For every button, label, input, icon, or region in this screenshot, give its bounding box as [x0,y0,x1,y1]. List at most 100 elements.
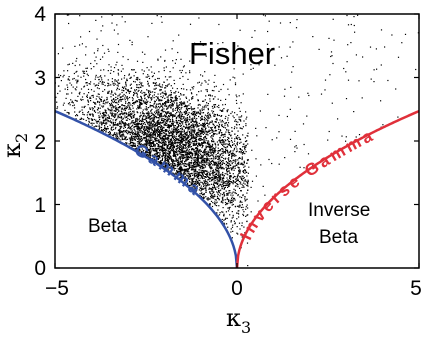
scatter-point [146,154,148,156]
scatter-point [227,152,229,154]
scatter-point [203,163,205,165]
scatter-point [110,102,113,104]
scatter-point [243,161,245,163]
scatter-point [149,146,151,148]
scatter-point [161,122,163,124]
scatter-point [232,152,234,154]
scatter-point [192,163,195,165]
scatter-point [110,129,112,131]
scatter-point [189,176,191,178]
scatter-point [86,73,88,75]
scatter-point [212,135,214,137]
scatter-point [57,53,59,55]
scatter-point [178,160,180,163]
scatter-point [142,100,144,102]
scatter-point [156,117,158,119]
scatter-point [147,80,149,82]
scatter-point [185,153,187,155]
scatter-point [199,157,202,159]
scatter-point [98,101,100,103]
scatter-point [90,100,92,102]
scatter-point [159,102,161,105]
scatter-point [88,121,90,123]
scatter-point [192,117,194,119]
scatter-point [72,86,74,88]
scatter-point [179,166,181,168]
scatter-point [140,95,142,97]
scatter-point [124,117,126,119]
scatter-point [172,119,174,121]
scatter-point [148,93,150,95]
scatter-point [137,86,139,89]
scatter-point [171,168,173,170]
scatter-point [240,102,242,104]
scatter-point [149,155,151,157]
scatter-point [242,171,245,174]
scatter-point [237,186,239,188]
scatter-point [225,190,227,192]
scatter-point [165,163,167,165]
scatter-point [152,150,154,152]
scatter-point [146,146,148,148]
scatter-point [202,174,204,176]
scatter-point [225,211,227,213]
scatter-point [170,93,172,96]
scatter-point [217,197,219,199]
scatter-point [219,183,221,185]
scatter-point [137,138,139,140]
scatter-point [162,135,164,137]
scatter-point [123,113,125,115]
scatter-point [234,155,236,157]
scatter-point [162,155,164,157]
scatter-point [228,200,230,203]
scatter-point [50,71,51,72]
scatter-point [181,134,183,136]
scatter-point [221,156,223,158]
scatter-point [154,158,156,160]
scatter-point [188,173,190,175]
scatter-point [231,199,233,201]
scatter-point [168,83,170,85]
scatter-point [69,82,71,84]
scatter-point [182,94,184,96]
scatter-point [130,129,132,131]
scatter-point [187,176,189,178]
scatter-point [170,167,172,169]
scatter-point [236,150,238,152]
scatter-point [159,122,161,124]
scatter-point [149,154,151,156]
scatter-point [145,112,147,114]
scatter-point [162,119,164,122]
scatter-point [231,141,233,143]
scatter-point [137,148,139,150]
scatter-point [169,71,171,73]
scatter-point [201,160,203,162]
scatter-point [230,146,232,148]
scatter-point [133,127,135,129]
scatter-point [123,90,125,92]
scatter-point [188,185,190,187]
scatter-point [122,130,124,132]
scatter-point [157,117,160,119]
scatter-point [200,135,202,137]
scatter-point [150,139,152,141]
scatter-point [242,177,244,180]
scatter-point [153,118,156,120]
scatter-point [223,219,225,221]
scatter-point [190,157,192,159]
scatter-point [211,129,213,131]
scatter-point [175,151,177,154]
scatter-point [107,107,109,109]
scatter-point [203,170,205,172]
scatter-point [148,127,150,129]
scatter-point [137,143,139,145]
scatter-point [164,90,166,92]
scatter-point [133,116,135,118]
scatter-point [222,184,224,186]
scatter-point [192,177,194,180]
scatter-point [205,95,207,97]
scatter-point [111,91,113,94]
scatter-point [232,177,234,179]
scatter-point [218,123,221,126]
scatter-point [177,159,179,161]
